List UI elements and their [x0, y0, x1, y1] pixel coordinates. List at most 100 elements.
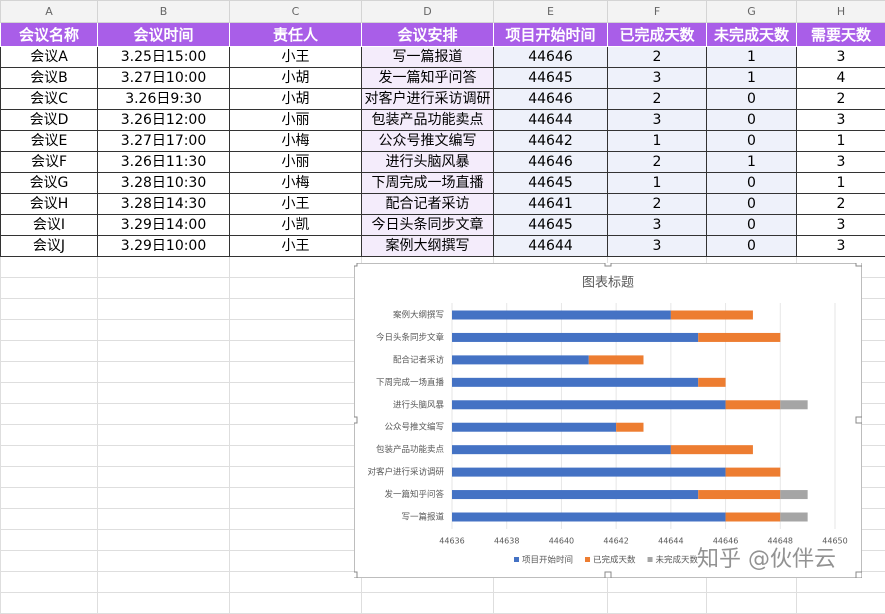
- empty-cell[interactable]: [98, 593, 230, 614]
- empty-cell[interactable]: [98, 299, 230, 320]
- data-cell[interactable]: 小丽: [230, 152, 362, 173]
- empty-cell[interactable]: [230, 404, 362, 425]
- empty-cell[interactable]: [98, 278, 230, 299]
- header-cell[interactable]: 责任人: [230, 23, 362, 47]
- header-cell[interactable]: 需要天数: [797, 23, 885, 47]
- header-cell[interactable]: 会议名称: [1, 23, 98, 47]
- data-cell[interactable]: 会议J: [1, 236, 98, 257]
- data-cell[interactable]: 会议I: [1, 215, 98, 236]
- data-cell[interactable]: 会议E: [1, 131, 98, 152]
- data-cell[interactable]: 4: [797, 68, 885, 89]
- empty-cell[interactable]: [98, 341, 230, 362]
- empty-cell[interactable]: [230, 299, 362, 320]
- empty-cell[interactable]: [1, 572, 98, 593]
- data-cell[interactable]: 会议H: [1, 194, 98, 215]
- data-cell[interactable]: 会议B: [1, 68, 98, 89]
- column-letter[interactable]: E: [494, 1, 608, 23]
- empty-cell[interactable]: [230, 509, 362, 530]
- column-letter[interactable]: D: [362, 1, 494, 23]
- empty-cell[interactable]: [230, 362, 362, 383]
- empty-cell[interactable]: [230, 278, 362, 299]
- data-cell[interactable]: 3.25日15:00: [98, 47, 230, 68]
- empty-cell[interactable]: [362, 593, 494, 614]
- header-cell[interactable]: 会议安排: [362, 23, 494, 47]
- empty-cell[interactable]: [1, 446, 98, 467]
- data-cell[interactable]: 下周完成一场直播: [362, 173, 494, 194]
- data-cell[interactable]: 3.29日10:00: [98, 236, 230, 257]
- data-cell[interactable]: 会议C: [1, 89, 98, 110]
- empty-cell[interactable]: [98, 572, 230, 593]
- data-cell[interactable]: 小胡: [230, 68, 362, 89]
- empty-cell[interactable]: [98, 320, 230, 341]
- data-cell[interactable]: 44645: [494, 68, 608, 89]
- data-cell[interactable]: 小梅: [230, 173, 362, 194]
- empty-cell[interactable]: [230, 257, 362, 278]
- data-cell[interactable]: 44641: [494, 194, 608, 215]
- data-cell[interactable]: 3: [797, 236, 885, 257]
- data-cell[interactable]: 包装产品功能卖点: [362, 110, 494, 131]
- data-cell[interactable]: 对客户进行采访调研: [362, 89, 494, 110]
- data-cell[interactable]: 3.28日10:30: [98, 173, 230, 194]
- empty-cell[interactable]: [1, 383, 98, 404]
- data-cell[interactable]: 0: [707, 236, 797, 257]
- header-cell[interactable]: 已完成天数: [608, 23, 707, 47]
- data-cell[interactable]: 会议A: [1, 47, 98, 68]
- data-cell[interactable]: 会议F: [1, 152, 98, 173]
- empty-cell[interactable]: [230, 467, 362, 488]
- empty-cell[interactable]: [1, 320, 98, 341]
- data-cell[interactable]: 3: [608, 236, 707, 257]
- empty-cell[interactable]: [608, 593, 707, 614]
- data-cell[interactable]: 小王: [230, 194, 362, 215]
- data-cell[interactable]: 44645: [494, 173, 608, 194]
- data-cell[interactable]: 发一篇知乎问答: [362, 68, 494, 89]
- header-cell[interactable]: 项目开始时间: [494, 23, 608, 47]
- empty-cell[interactable]: [230, 341, 362, 362]
- data-cell[interactable]: 进行头脑风暴: [362, 152, 494, 173]
- data-cell[interactable]: 小梅: [230, 131, 362, 152]
- data-cell[interactable]: 3.27日17:00: [98, 131, 230, 152]
- empty-cell[interactable]: [98, 425, 230, 446]
- data-cell[interactable]: 44644: [494, 236, 608, 257]
- empty-cell[interactable]: [230, 572, 362, 593]
- empty-cell[interactable]: [98, 404, 230, 425]
- empty-cell[interactable]: [1, 551, 98, 572]
- data-cell[interactable]: 3: [797, 152, 885, 173]
- data-cell[interactable]: 3: [797, 215, 885, 236]
- empty-cell[interactable]: [1, 488, 98, 509]
- empty-cell[interactable]: [707, 593, 797, 614]
- data-cell[interactable]: 2: [797, 89, 885, 110]
- data-cell[interactable]: 1: [707, 68, 797, 89]
- column-letter[interactable]: F: [608, 1, 707, 23]
- data-cell[interactable]: 0: [707, 131, 797, 152]
- data-cell[interactable]: 1: [707, 152, 797, 173]
- data-cell[interactable]: 1: [797, 173, 885, 194]
- empty-cell[interactable]: [230, 488, 362, 509]
- data-cell[interactable]: 小丽: [230, 110, 362, 131]
- data-cell[interactable]: 3: [608, 110, 707, 131]
- data-cell[interactable]: 44646: [494, 89, 608, 110]
- data-cell[interactable]: 2: [608, 47, 707, 68]
- empty-cell[interactable]: [230, 530, 362, 551]
- column-letter[interactable]: G: [707, 1, 797, 23]
- data-cell[interactable]: 小王: [230, 47, 362, 68]
- data-cell[interactable]: 3: [797, 110, 885, 131]
- data-cell[interactable]: 3.29日14:00: [98, 215, 230, 236]
- data-cell[interactable]: 案例大纲撰写: [362, 236, 494, 257]
- data-cell[interactable]: 今日头条同步文章: [362, 215, 494, 236]
- data-cell[interactable]: 小胡: [230, 89, 362, 110]
- empty-cell[interactable]: [230, 425, 362, 446]
- data-cell[interactable]: 会议G: [1, 173, 98, 194]
- data-cell[interactable]: 3.26日11:30: [98, 152, 230, 173]
- empty-cell[interactable]: [1, 341, 98, 362]
- empty-cell[interactable]: [1, 425, 98, 446]
- empty-cell[interactable]: [98, 467, 230, 488]
- empty-cell[interactable]: [1, 404, 98, 425]
- data-cell[interactable]: 3: [608, 215, 707, 236]
- empty-cell[interactable]: [98, 488, 230, 509]
- data-cell[interactable]: 44646: [494, 152, 608, 173]
- empty-cell[interactable]: [230, 383, 362, 404]
- data-cell[interactable]: 写一篇报道: [362, 47, 494, 68]
- header-cell[interactable]: 会议时间: [98, 23, 230, 47]
- data-cell[interactable]: 1: [707, 47, 797, 68]
